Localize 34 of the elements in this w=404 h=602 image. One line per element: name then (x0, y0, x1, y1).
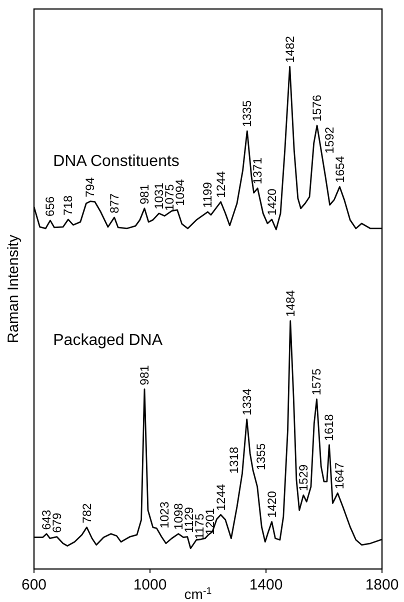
annotation: 1420 (264, 188, 279, 216)
annotation: 1529 (296, 464, 310, 492)
annotation: 1592 (322, 126, 337, 154)
annotation: 1647 (332, 462, 347, 490)
annotation: 1334 (240, 388, 254, 416)
annotation: 1484 (283, 290, 298, 317)
text: Packaged DNA (53, 332, 163, 349)
annotation: 981 (137, 184, 152, 204)
annotation: 1199 (200, 182, 215, 208)
annotation: 1355 (254, 443, 268, 470)
annotation: 1420 (264, 490, 279, 518)
annotation: 1371 (250, 157, 265, 184)
text: DNA Constituents (53, 152, 180, 170)
annotation: 1576 (310, 94, 324, 122)
annotation: 1482 (282, 36, 297, 63)
x-tick-label: 600 (21, 576, 47, 594)
annotation: 1575 (310, 368, 324, 396)
annotation: 718 (61, 195, 76, 216)
annotation: 1244 (214, 170, 228, 198)
annotation: 877 (107, 193, 122, 214)
x-tick-label: 1400 (249, 576, 283, 594)
annotation: 1335 (240, 100, 254, 128)
annotation: 981 (137, 364, 152, 386)
annotation: 1654 (333, 156, 348, 183)
x-axis-title: cm$^{-1}$ (184, 586, 212, 602)
annotation: 1318 (227, 446, 242, 474)
annotation: 1023 (158, 501, 172, 528)
x-tick-label: 1800 (365, 576, 399, 594)
annotation: 656 (43, 196, 58, 216)
annotation: 1618 (322, 414, 336, 441)
annotation: 794 (83, 177, 98, 198)
x-tick-label: 1000 (133, 576, 167, 594)
annotation: 782 (80, 502, 94, 524)
y-axis-title: Raman Intensity (5, 234, 22, 344)
